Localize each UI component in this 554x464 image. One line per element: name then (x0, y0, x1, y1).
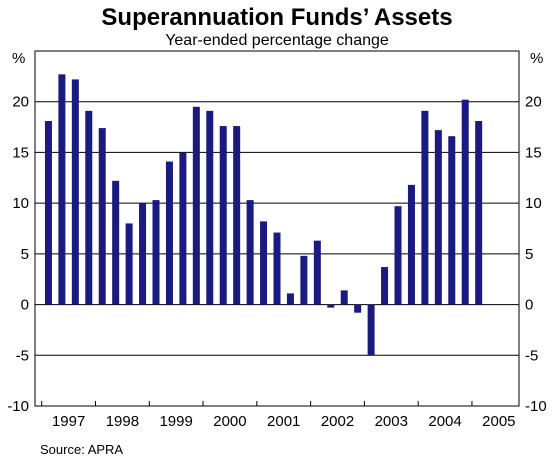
bar (381, 267, 389, 305)
y-tick-label-left: 10 (12, 195, 29, 212)
y-ticks-right: -10 -5 0 5 10 15 20 (525, 94, 547, 415)
y-tick-label-left: 20 (12, 94, 29, 111)
x-ticks: 1997 1998 1999 2000 2001 2002 2003 2004 2005 (41, 401, 516, 430)
bar (340, 290, 348, 305)
bar (192, 106, 200, 305)
y-tick-label-left: 0 (21, 297, 29, 314)
plot-frame (34, 50, 520, 407)
bar (44, 120, 52, 305)
bar (165, 161, 173, 305)
y-tick-label-right: -5 (525, 347, 538, 364)
bars (44, 74, 483, 356)
y-tick-label-left: -5 (16, 347, 29, 364)
bar (421, 110, 429, 305)
source-note: Source: APRA (40, 442, 123, 457)
bar (354, 304, 362, 313)
x-tick-label: 2004 (428, 413, 461, 430)
x-tick-label: 2002 (321, 413, 354, 430)
x-tick-label: 1999 (159, 413, 192, 430)
bar (112, 180, 120, 305)
bar (394, 206, 402, 305)
bar (260, 221, 268, 305)
bar (71, 79, 79, 305)
y-tick-label-right: 0 (525, 297, 533, 314)
y-tick-label-right: 20 (525, 94, 542, 111)
bar (273, 232, 281, 305)
bar (219, 126, 227, 305)
bar (139, 203, 147, 305)
x-tick-label: 1998 (106, 413, 139, 430)
chart-subtitle: Year-ended percentage change (165, 32, 389, 49)
y-tick-label-right: 10 (525, 195, 542, 212)
bar (313, 240, 321, 305)
y-tick-label-right: 15 (525, 144, 542, 161)
bar (246, 200, 254, 305)
y-ticks-left: -10 -5 0 5 10 15 20 (7, 94, 29, 415)
bar (461, 99, 469, 305)
x-tick-label: 2003 (375, 413, 408, 430)
bar (179, 152, 187, 305)
bar (125, 223, 133, 305)
bar (327, 304, 335, 308)
bar (58, 74, 66, 305)
y-tick-label-right: -10 (525, 398, 547, 415)
bar (367, 304, 375, 356)
bar (448, 136, 456, 305)
x-tick-label: 1997 (52, 413, 85, 430)
bar (233, 126, 241, 305)
x-tick-label: 2005 (482, 413, 515, 430)
x-tick-label: 2001 (267, 413, 300, 430)
bar (300, 255, 308, 305)
bar (407, 184, 415, 305)
bar (98, 128, 106, 305)
y-unit-right: % (530, 50, 543, 67)
y-unit-left: % (12, 50, 25, 67)
x-tick-label: 2000 (213, 413, 246, 430)
bar (475, 120, 483, 305)
bar (206, 110, 214, 305)
bar (85, 110, 93, 305)
y-tick-label-left: 15 (12, 144, 29, 161)
y-tick-label-left: 5 (21, 246, 29, 263)
chart-title: Superannuation Funds’ Assets (101, 4, 452, 31)
y-tick-label-right: 5 (525, 246, 533, 263)
bar (434, 130, 442, 305)
y-tick-label-left: -10 (7, 398, 29, 415)
bar (152, 200, 160, 305)
gridlines (35, 101, 519, 356)
bar (286, 293, 294, 305)
